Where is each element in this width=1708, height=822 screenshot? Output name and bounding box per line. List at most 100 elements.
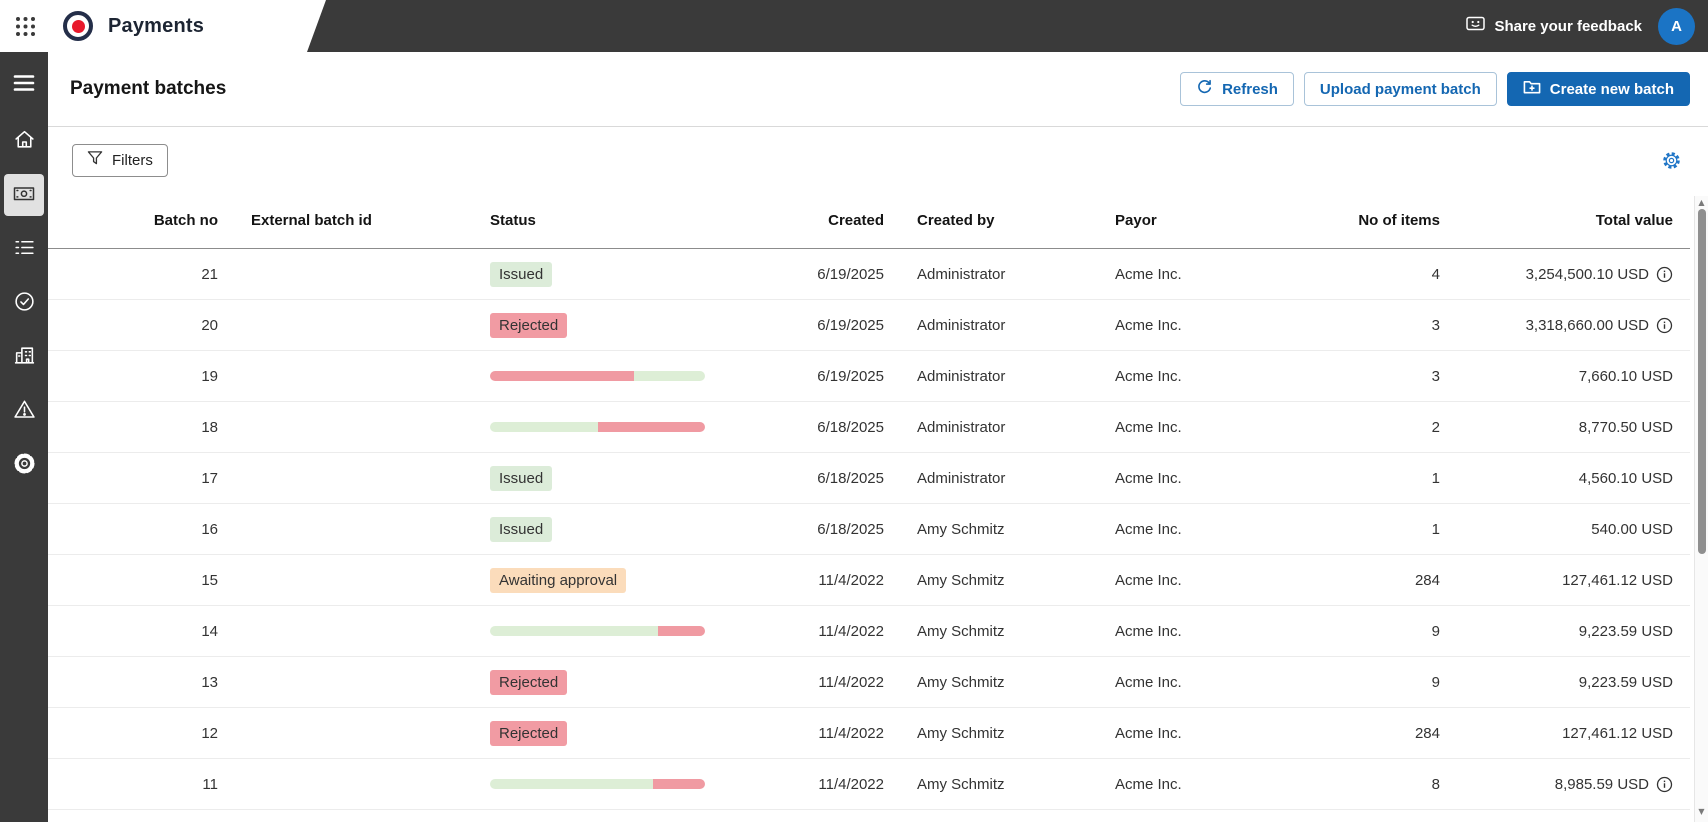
sidebar-menu-toggle[interactable] [4, 64, 44, 106]
table-row[interactable]: 13 Rejected 11/4/2022 Amy Schmitz Acme Inc. 9… [48, 657, 1690, 708]
cell-status [490, 626, 740, 636]
cell-no-of-items: 2 [1431, 418, 1440, 436]
cell-total-value: 3,318,660.00 USD [1440, 317, 1673, 334]
table-settings-gear-icon[interactable] [1662, 151, 1681, 170]
cell-created: 11/4/2022 [818, 622, 884, 640]
cell-no-of-items: 284 [1414, 571, 1440, 589]
filters-label: Filters [112, 151, 153, 169]
cell-created: 6/19/2025 [817, 316, 884, 334]
filters-button[interactable]: Filters [72, 143, 168, 177]
info-icon[interactable] [1656, 317, 1673, 334]
sidebar-item-organization[interactable] [4, 336, 44, 378]
upload-payment-batch-button[interactable]: Upload payment batch [1303, 72, 1497, 106]
scroll-up-arrow[interactable]: ▲ [1698, 198, 1705, 207]
cell-created-by: Amy Schmitz [917, 520, 1005, 538]
sidebar-item-settings[interactable] [4, 444, 44, 486]
sidebar-item-approvals[interactable] [4, 282, 44, 324]
scrollbar-thumb[interactable] [1697, 209, 1706, 554]
cell-created: 6/18/2025 [817, 520, 884, 538]
total-value-text: 3,318,660.00 USD [1525, 316, 1649, 334]
sidebar-item-home[interactable] [4, 120, 44, 162]
cell-payor: Acme Inc. [1115, 622, 1182, 640]
cell-total-value: 3,254,500.10 USD [1440, 266, 1673, 283]
status-badge: Rejected [490, 720, 568, 746]
page-title: Payment batches [70, 78, 227, 99]
home-icon [13, 128, 36, 155]
cell-created-by: Administrator [917, 265, 1006, 283]
cell-no-of-items: 1 [1431, 469, 1440, 487]
table-row[interactable]: 12 Rejected 11/4/2022 Amy Schmitz Acme Inc. 2… [48, 708, 1690, 759]
cell-created: 6/18/2025 [817, 418, 884, 436]
info-icon[interactable] [1656, 266, 1673, 283]
gear-icon [13, 452, 36, 479]
main-content: Payment batches Refresh Upload payment b… [48, 52, 1708, 822]
cell-payor: Acme Inc. [1115, 316, 1182, 334]
cell-status [490, 371, 740, 381]
table-row[interactable]: 18 6/18/2025 Administrator Acme Inc. 2 8,770.… [48, 402, 1690, 453]
sidebar-item-batch-list[interactable] [4, 228, 44, 270]
app-logo-icon[interactable] [63, 11, 93, 41]
info-icon[interactable] [1656, 776, 1673, 793]
cell-no-of-items: 8 [1431, 775, 1440, 793]
table-row[interactable]: 17 Issued 6/18/2025 Administrator Acme Inc. 1… [48, 453, 1690, 504]
cell-batch-no: 13 [201, 673, 218, 691]
cell-created-by: Amy Schmitz [917, 724, 1005, 742]
table-row[interactable]: 21 Issued 6/19/2025 Administrator Acme Inc. 4… [48, 249, 1690, 300]
scroll-down-arrow[interactable]: ▼ [1698, 807, 1705, 816]
building-icon [13, 344, 36, 371]
column-header-no-of-items: No of items [1358, 212, 1440, 229]
cell-created-by: Administrator [917, 469, 1006, 487]
cell-payor: Acme Inc. [1115, 571, 1182, 589]
table-row[interactable]: 11 11/4/2022 Amy Schmitz Acme Inc. 8 8,985.59… [48, 759, 1690, 810]
sidebar-item-payments[interactable] [4, 174, 44, 216]
total-value-text: 7,660.10 USD [1578, 367, 1673, 385]
cell-payor: Acme Inc. [1115, 775, 1182, 793]
payment-batches-table: Batch no External batch id Status Created Cr… [48, 193, 1690, 810]
table-row[interactable]: 19 6/19/2025 Administrator Acme Inc. 3 7,660.… [48, 351, 1690, 402]
vertical-scrollbar[interactable]: ▲ ▼ [1694, 196, 1708, 822]
progress-segment-green [490, 779, 654, 789]
cell-total-value: 540.00 USD [1440, 521, 1673, 538]
refresh-label: Refresh [1222, 80, 1278, 98]
refresh-icon [1196, 79, 1213, 100]
table-header-row: Batch no External batch id Status Created Cr… [48, 193, 1690, 249]
funnel-icon [87, 150, 103, 170]
logo-red-dot [71, 19, 85, 33]
refresh-button[interactable]: Refresh [1180, 72, 1294, 106]
column-header-external-batch-id: External batch id [251, 212, 372, 229]
create-label: Create new batch [1549, 80, 1674, 98]
table-row[interactable]: 14 11/4/2022 Amy Schmitz Acme Inc. 9 9,223.59… [48, 606, 1690, 657]
table-row[interactable]: 16 Issued 6/18/2025 Amy Schmitz Acme Inc. 1 54… [48, 504, 1690, 555]
cell-total-value: 9,223.59 USD [1440, 674, 1673, 691]
total-value-text: 3,254,500.10 USD [1525, 265, 1649, 283]
upload-label: Upload payment batch [1319, 80, 1481, 98]
create-new-batch-button[interactable]: Create new batch [1506, 72, 1690, 106]
cell-created-by: Administrator [917, 418, 1006, 436]
share-feedback-button[interactable]: Share your feedback [1466, 16, 1642, 37]
cell-payor: Acme Inc. [1115, 367, 1182, 385]
cell-status: Issued [490, 516, 740, 542]
cell-created-by: Amy Schmitz [917, 622, 1005, 640]
cell-batch-no: 16 [201, 520, 218, 538]
top-bar: Payments Share your feedback A [0, 0, 1708, 52]
cell-batch-no: 19 [201, 367, 218, 385]
column-header-total-value: Total value [1595, 212, 1673, 229]
feedback-label: Share your feedback [1494, 17, 1642, 35]
cell-payor: Acme Inc. [1115, 724, 1182, 742]
table-row[interactable]: 20 Rejected 6/19/2025 Administrator Acme Inc… [48, 300, 1690, 351]
total-value-text: 8,985.59 USD [1554, 775, 1649, 793]
status-badge: Rejected [490, 312, 568, 338]
cell-no-of-items: 4 [1431, 265, 1440, 283]
cell-total-value: 127,461.12 USD [1440, 572, 1673, 589]
table-row[interactable]: 15 Awaiting approval 11/4/2022 Amy Schmitz A… [48, 555, 1690, 606]
column-header-created-by: Created by [917, 212, 995, 229]
app-launcher-grid-icon[interactable] [13, 14, 37, 38]
avatar[interactable]: A [1658, 7, 1695, 45]
app-name: Payments [108, 14, 205, 37]
warning-triangle-icon [13, 398, 36, 425]
total-value-text: 9,223.59 USD [1578, 622, 1673, 640]
sidebar-item-alerts[interactable] [4, 390, 44, 432]
cell-status: Awaiting approval [490, 567, 740, 593]
cell-batch-no: 18 [201, 418, 218, 436]
cell-batch-no: 12 [201, 724, 218, 742]
